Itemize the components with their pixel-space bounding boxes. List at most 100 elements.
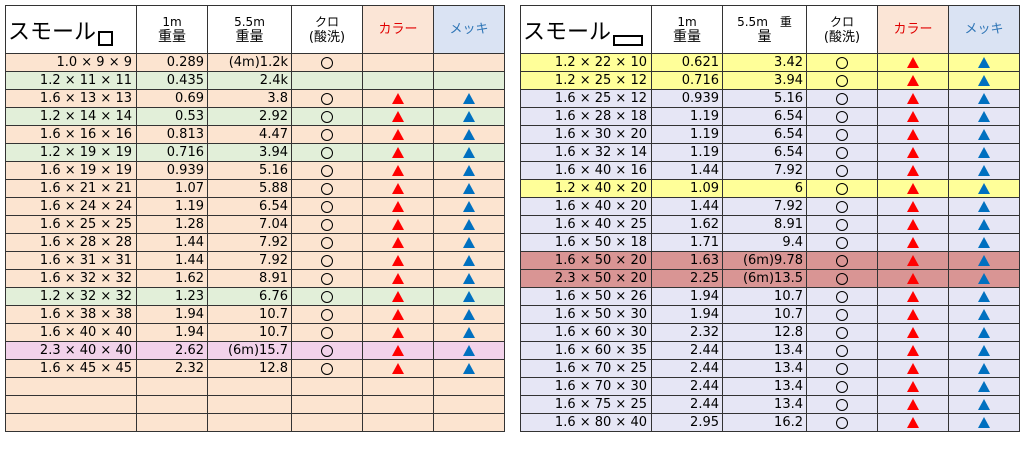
weight-5-5m-cell: 9.4 (722, 233, 807, 252)
weight-5-5m-cell: (4m)1.2k (207, 53, 292, 72)
circle-mark-icon (836, 254, 848, 267)
table-row (5, 413, 505, 432)
color-cell (362, 377, 434, 396)
table-title-cell: スモール (5, 5, 137, 54)
weight-1m-cell: 1.94 (136, 305, 208, 324)
mekki-cell (433, 269, 505, 288)
mekki-cell (433, 413, 505, 432)
circle-mark-icon (321, 218, 333, 231)
size-cell (5, 377, 137, 396)
red-triangle-icon (392, 327, 404, 338)
weight-5-5m-cell: 7.92 (207, 233, 292, 252)
circle-mark-icon (321, 254, 333, 267)
table-title: スモール (8, 19, 97, 45)
table-row: 1.2 × 40 × 20 1.09 6 (520, 179, 1020, 198)
red-triangle-icon (907, 75, 919, 86)
weight-1m-cell: 1.71 (651, 233, 723, 252)
kuro-cell (806, 197, 878, 216)
kuro-cell (806, 413, 878, 432)
weight-1m-cell: 1.94 (136, 323, 208, 342)
table-row: 1.6 × 50 × 20 1.63 (6m)9.78 (520, 251, 1020, 270)
blue-triangle-icon (978, 201, 990, 212)
header-weight-5-5m: 5.5m 重量 (207, 5, 292, 54)
header-mekki: メッキ (948, 5, 1020, 54)
table-row: 1.6 × 25 × 12 0.939 5.16 (520, 89, 1020, 108)
blue-triangle-icon (978, 93, 990, 104)
color-cell (362, 323, 434, 342)
blue-triangle-icon (978, 327, 990, 338)
color-cell (362, 161, 434, 180)
blue-triangle-icon (978, 147, 990, 158)
blue-triangle-icon (463, 183, 475, 194)
size-cell: 1.6 × 21 × 21 (5, 179, 137, 198)
red-triangle-icon (907, 129, 919, 140)
mekki-cell (948, 359, 1020, 378)
table-row: 1.2 × 11 × 11 0.435 2.4k (5, 71, 505, 90)
weight-1m-cell: 0.69 (136, 89, 208, 108)
size-cell (5, 395, 137, 414)
kuro-cell (291, 53, 363, 72)
blue-triangle-icon (463, 165, 475, 176)
mekki-cell (948, 287, 1020, 306)
circle-mark-icon (836, 74, 848, 87)
color-cell (877, 71, 949, 90)
color-cell (877, 323, 949, 342)
blue-triangle-icon (978, 255, 990, 266)
table-row: 1.2 × 25 × 12 0.716 3.94 (520, 71, 1020, 90)
mekki-cell (433, 395, 505, 414)
blue-triangle-icon (978, 165, 990, 176)
table-row: 1.2 × 19 × 19 0.716 3.94 (5, 143, 505, 162)
size-cell: 1.6 × 50 × 18 (520, 233, 652, 252)
mekki-cell (948, 305, 1020, 324)
table-row: 1.6 × 16 × 16 0.813 4.47 (5, 125, 505, 144)
circle-mark-icon (836, 326, 848, 339)
weight-1m-cell: 0.621 (651, 53, 723, 72)
mekki-cell (948, 197, 1020, 216)
kuro-cell (291, 269, 363, 288)
red-triangle-icon (907, 237, 919, 248)
weight-5-5m-cell: 5.16 (207, 161, 292, 180)
blue-triangle-icon (978, 219, 990, 230)
kuro-cell (291, 233, 363, 252)
color-cell (362, 89, 434, 108)
size-cell: 1.6 × 70 × 30 (520, 377, 652, 396)
red-triangle-icon (392, 93, 404, 104)
circle-mark-icon (321, 182, 333, 195)
mekki-cell (948, 107, 1020, 126)
color-cell (362, 395, 434, 414)
weight-1m-cell: 1.09 (651, 179, 723, 198)
blue-triangle-icon (978, 237, 990, 248)
size-cell: 1.6 × 16 × 16 (5, 125, 137, 144)
mekki-cell (433, 179, 505, 198)
size-cell: 1.2 × 25 × 12 (520, 71, 652, 90)
weight-1m-cell: 2.44 (651, 359, 723, 378)
kuro-cell (806, 125, 878, 144)
weight-1m-cell: 1.28 (136, 215, 208, 234)
mekki-cell (948, 413, 1020, 432)
red-triangle-icon (392, 219, 404, 230)
blue-triangle-icon (463, 93, 475, 104)
circle-mark-icon (321, 236, 333, 249)
color-cell (877, 125, 949, 144)
red-triangle-icon (907, 363, 919, 374)
color-cell (362, 71, 434, 90)
table-row: 1.6 × 40 × 25 1.62 8.91 (520, 215, 1020, 234)
weight-1m-cell: 2.25 (651, 269, 723, 288)
table-row: 1.6 × 40 × 16 1.44 7.92 (520, 161, 1020, 180)
weight-1m-cell: 2.32 (651, 323, 723, 342)
weight-5-5m-cell: 10.7 (722, 287, 807, 306)
kuro-cell (291, 323, 363, 342)
table-row: 1.6 × 60 × 30 2.32 12.8 (520, 323, 1020, 342)
size-cell: 2.3 × 40 × 40 (5, 341, 137, 360)
size-cell: 1.6 × 40 × 40 (5, 323, 137, 342)
blue-triangle-icon (463, 237, 475, 248)
blue-triangle-icon (978, 273, 990, 284)
mekki-cell (948, 269, 1020, 288)
weight-1m-cell: 0.939 (651, 89, 723, 108)
circle-mark-icon (321, 92, 333, 105)
weight-1m-cell: 1.19 (136, 197, 208, 216)
size-cell: 1.6 × 50 × 26 (520, 287, 652, 306)
red-triangle-icon (392, 147, 404, 158)
kuro-cell (806, 143, 878, 162)
red-triangle-icon (392, 273, 404, 284)
